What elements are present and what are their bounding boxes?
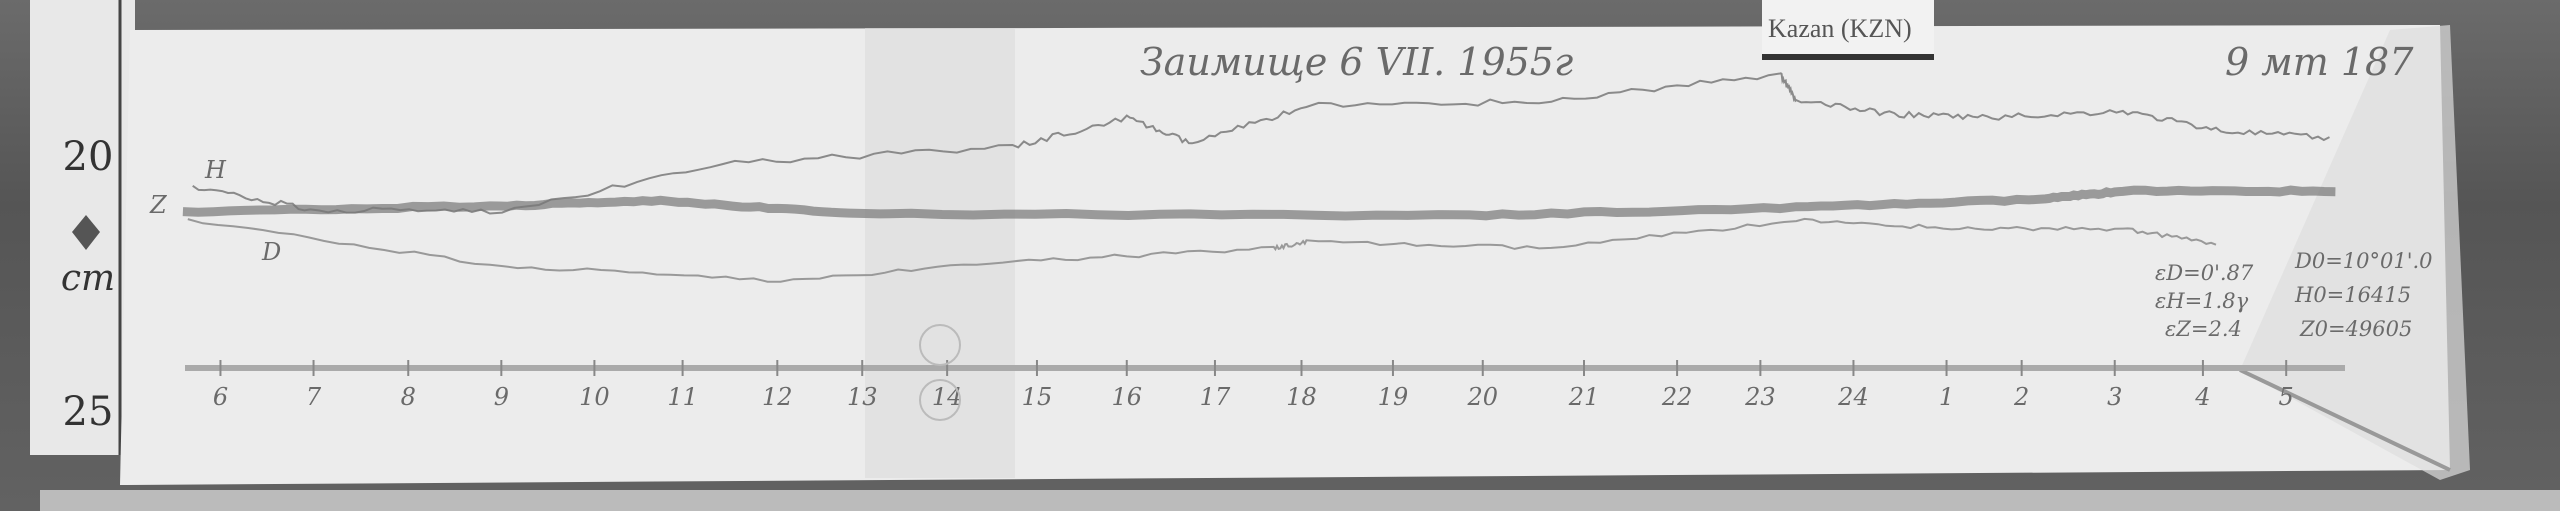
trace-h — [192, 72, 2330, 215]
hour-label: 13 — [847, 383, 878, 411]
hour-label: 22 — [1661, 383, 1693, 411]
base-value-h: H0=16415 — [2294, 283, 2411, 307]
scale-values: εD=0'.87 εH=1.8γ εZ=2.4 — [2155, 261, 2254, 341]
scale-value-d: εD=0'.87 — [2155, 261, 2254, 285]
hour-label: 2 — [2013, 383, 2029, 411]
hour-label: 7 — [306, 383, 322, 411]
hour-label: 3 — [2107, 383, 2122, 411]
hour-label: 6 — [213, 383, 228, 411]
trace-label-h: H — [204, 156, 227, 184]
handwritten-title: Заимище 6 VII. 1955г — [1140, 40, 1573, 84]
base-value-d: D0=10°01'.0 — [2294, 249, 2433, 273]
hour-label: 11 — [667, 383, 698, 411]
hour-label: 12 — [762, 383, 793, 411]
hour-label: 5 — [2279, 383, 2294, 411]
hour-label: 23 — [1744, 383, 1776, 411]
ruler-mark-25: 25 — [63, 389, 114, 435]
transparent-scale — [865, 28, 1015, 478]
base-value-z: Z0=49605 — [2299, 317, 2412, 341]
trace-d — [187, 217, 2217, 283]
hour-label: 17 — [1200, 383, 1231, 411]
hour-label: 1 — [1939, 383, 1954, 411]
hour-label: 20 — [1466, 383, 1498, 411]
hour-label: 19 — [1378, 383, 1409, 411]
hour-label: 16 — [1111, 383, 1142, 411]
trace-label-z: Z — [149, 191, 168, 219]
sheet-number: 9 мт 187 — [2225, 40, 2414, 84]
trace-z — [182, 185, 2336, 221]
station-label: Kazan (KZN) — [1762, 0, 1934, 60]
ruler-unit: cm — [61, 258, 115, 299]
scale-value-z: εZ=2.4 — [2165, 317, 2242, 341]
trace-label-d: D — [261, 238, 281, 266]
hour-label: 14 — [932, 383, 963, 411]
hour-label: 8 — [401, 383, 416, 411]
hour-label: 9 — [494, 383, 509, 411]
base-values: D0=10°01'.0 H0=16415 Z0=49605 — [2294, 249, 2433, 341]
hour-label: 21 — [1568, 383, 1600, 411]
diamond-icon — [72, 215, 100, 250]
hour-label: 18 — [1286, 383, 1317, 411]
ruler-mark-20: 20 — [63, 134, 114, 180]
hour-label: 10 — [579, 383, 610, 411]
hour-label: 4 — [2194, 383, 2210, 411]
magnetogram-paper — [120, 25, 2450, 485]
hour-label: 15 — [1022, 383, 1053, 411]
scale-value-h: εH=1.8γ — [2155, 289, 2249, 313]
hour-label: 24 — [1837, 383, 1869, 411]
